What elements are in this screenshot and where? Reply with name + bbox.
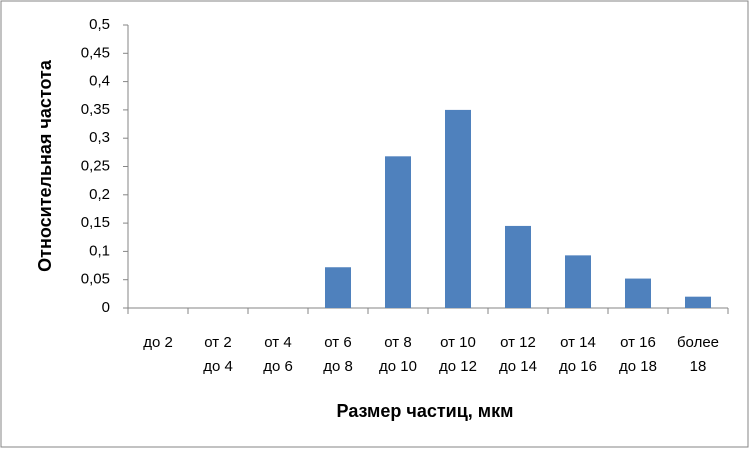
y-tick-label: 0,35 bbox=[81, 101, 110, 118]
bar bbox=[565, 255, 591, 308]
x-tick-label: до 10 bbox=[379, 358, 417, 375]
y-tick-label: 0 bbox=[102, 299, 110, 316]
bar bbox=[625, 278, 651, 308]
x-axis-title: Размер частиц, мкм bbox=[337, 401, 514, 421]
x-tick-label: от 4 bbox=[264, 334, 291, 351]
x-tick-label: до 4 bbox=[203, 358, 233, 375]
y-tick-label: 0,5 bbox=[89, 16, 110, 33]
x-tick-label: от 2 bbox=[204, 334, 231, 351]
y-tick-label: 0,45 bbox=[81, 44, 110, 61]
x-tick-label: от 6 bbox=[324, 334, 351, 351]
x-tick-label: от 16 bbox=[620, 334, 656, 351]
x-tick-label: от 10 bbox=[440, 334, 476, 351]
y-axis-title: Относительная частота bbox=[35, 59, 55, 272]
x-tick-label: 18 bbox=[690, 358, 707, 375]
x-tick-label: до 6 bbox=[263, 358, 293, 375]
x-tick-label: до 14 bbox=[499, 358, 537, 375]
x-tick-label: до 12 bbox=[439, 358, 477, 375]
y-tick-label: 0,2 bbox=[89, 186, 110, 203]
bar bbox=[685, 296, 711, 308]
x-tick-label: от 8 bbox=[384, 334, 411, 351]
x-tick-label: до 18 bbox=[619, 358, 657, 375]
y-tick-label: 0,3 bbox=[89, 129, 110, 146]
x-tick-label: более bbox=[677, 334, 719, 351]
bar bbox=[385, 156, 411, 308]
y-tick-label: 0,4 bbox=[89, 73, 110, 90]
bar bbox=[445, 109, 471, 309]
x-tick-label: от 14 bbox=[560, 334, 596, 351]
y-tick-label: 0,25 bbox=[81, 157, 110, 174]
x-tick-label: от 12 bbox=[500, 334, 536, 351]
y-tick-label: 0,15 bbox=[81, 214, 110, 231]
x-tick-label: до 8 bbox=[323, 358, 353, 375]
x-tick-label: до 16 bbox=[559, 358, 597, 375]
bar bbox=[325, 267, 351, 308]
bar bbox=[505, 225, 531, 308]
x-tick-label: до 2 bbox=[143, 334, 173, 351]
y-tick-label: 0,1 bbox=[89, 242, 110, 259]
y-tick-label: 0,05 bbox=[81, 271, 110, 288]
